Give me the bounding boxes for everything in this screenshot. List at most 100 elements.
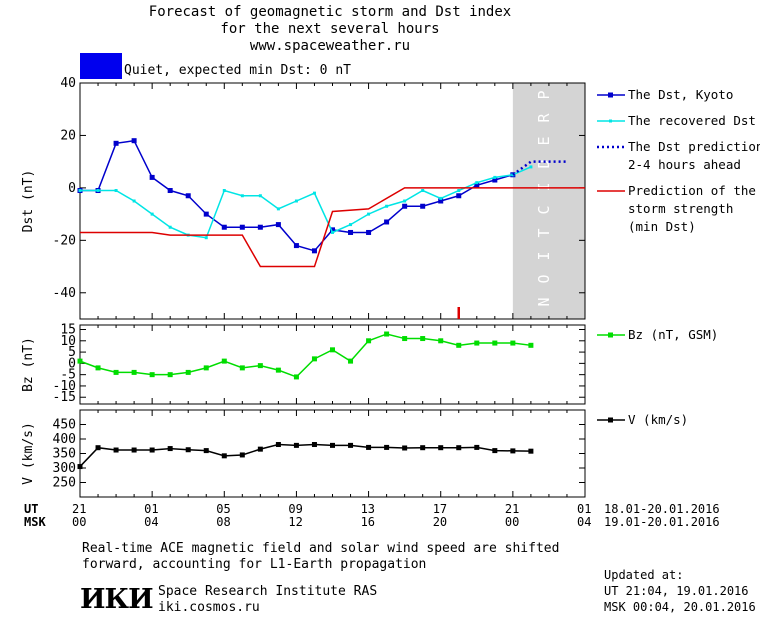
series-point	[221, 224, 227, 230]
series-point	[95, 365, 101, 371]
series-point	[420, 336, 426, 342]
y-axis-label: Dst (nT)	[21, 170, 36, 233]
series-point	[185, 447, 191, 453]
y-tick-label: 400	[53, 432, 76, 447]
series-point	[330, 442, 335, 448]
series-point	[257, 224, 263, 230]
series-point	[348, 229, 354, 235]
legend-marker	[608, 92, 613, 98]
series-point	[203, 365, 209, 371]
series-point	[331, 230, 334, 234]
series-point	[203, 448, 209, 454]
legend-label: storm strength	[628, 201, 733, 216]
series-point	[257, 446, 263, 452]
prediction-label-char: E	[535, 136, 553, 145]
page-title: Forecast of geomagnetic storm and Dst in…	[148, 4, 512, 20]
series-point	[492, 177, 498, 183]
series-point	[474, 444, 480, 450]
y-tick-label: 20	[60, 128, 76, 143]
series-point	[420, 203, 426, 209]
series-point	[240, 194, 244, 198]
series-point	[366, 338, 372, 344]
legend-label: The recovered Dst	[628, 113, 756, 128]
series-point	[528, 448, 534, 454]
msk-tick-label: 16	[360, 515, 376, 529]
series-point	[438, 198, 444, 204]
y-tick-label: 350	[53, 447, 76, 462]
ut-tick-label: 05	[216, 502, 231, 516]
series-point	[275, 222, 281, 228]
series-point	[528, 342, 534, 348]
series-point	[131, 138, 137, 144]
y-tick-label: 300	[53, 461, 76, 476]
series-point	[150, 212, 154, 216]
series-point	[330, 227, 335, 233]
series-point	[438, 338, 444, 344]
propagation-note-line1: Real-time ACE magnetic field and solar w…	[82, 541, 560, 556]
ut-date-range: 18.01-20.01.2016	[604, 502, 720, 516]
series-point	[185, 193, 191, 199]
series-point	[312, 191, 316, 195]
series-point	[149, 372, 155, 378]
updated-msk: MSK 00:04, 20.01.2016	[604, 600, 756, 614]
series-point	[510, 340, 516, 346]
legend-marker	[608, 417, 613, 423]
y-tick-label: 10	[60, 334, 76, 349]
series-point	[529, 165, 533, 169]
ut-tick-label: 09	[288, 502, 303, 516]
series-point	[311, 356, 317, 362]
series-point	[456, 342, 462, 348]
series-point	[474, 182, 480, 188]
y-tick-label: 0	[68, 356, 76, 371]
legend-label: V (km/s)	[628, 412, 688, 427]
panel-0: P R E D I C T I O N 40 20 0 -20 -40 Dst (nT) The Dst, Ky…	[21, 76, 760, 320]
ut-tick-label: 21	[72, 502, 87, 516]
series-point	[204, 236, 208, 240]
y-axis-label: Bz (nT)	[21, 337, 36, 392]
msk-date-range: 19.01-20.01.2016	[604, 515, 720, 529]
forecast-chart: P R E D I C T I O N 40 20 0 -20 -40 Dst (nT) The Dst, Ky…	[21, 76, 760, 498]
msk-tick-label: 04	[144, 515, 159, 529]
series-point	[113, 447, 119, 453]
series-point	[276, 207, 280, 211]
series-point	[402, 203, 408, 209]
series-point	[311, 442, 317, 448]
institute-url[interactable]: iki.cosmos.ru	[158, 600, 260, 615]
series-point	[349, 223, 353, 227]
y-tick-label: 40	[60, 76, 76, 91]
ut-tick-label: 17	[432, 502, 448, 516]
iki-logo: ИКИ	[80, 584, 154, 615]
msk-tick-label: 20	[432, 515, 448, 529]
prediction-label-char: T	[535, 228, 553, 237]
series-point	[113, 369, 119, 375]
msk-tick-label: 04	[577, 515, 592, 529]
series-point	[293, 442, 299, 448]
series-point	[385, 204, 389, 208]
prediction-label-char: P	[535, 90, 553, 99]
legend-label: Prediction of the	[628, 183, 756, 198]
series-point	[456, 445, 462, 451]
legend-label: The Dst prediction	[628, 139, 760, 154]
y-tick-label: -5	[60, 368, 76, 383]
legend-label: The Dst, Kyoto	[628, 87, 733, 102]
website-url[interactable]: www.spaceweather.ru	[249, 38, 411, 54]
series-point	[275, 367, 281, 373]
status-text: Quiet, expected min Dst: 0 nT	[124, 63, 351, 78]
msk-tick-label: 00	[72, 515, 87, 529]
prediction-label-char: C	[535, 205, 553, 214]
series-point	[257, 363, 263, 369]
updated-label: Updated at:	[604, 568, 684, 582]
series-point	[457, 189, 461, 193]
series-point	[78, 189, 82, 193]
prediction-label-char: R	[535, 113, 553, 123]
series-point	[131, 447, 137, 453]
legend-label: (min Dst)	[628, 219, 696, 234]
msk-tick-label: 00	[504, 515, 520, 529]
series-line-1	[80, 166, 532, 239]
series-point	[239, 452, 245, 458]
panel-frame	[79, 82, 586, 320]
series-point	[167, 446, 173, 452]
prediction-label-char: N	[535, 297, 553, 306]
ut-tick-label: 21	[504, 502, 520, 516]
